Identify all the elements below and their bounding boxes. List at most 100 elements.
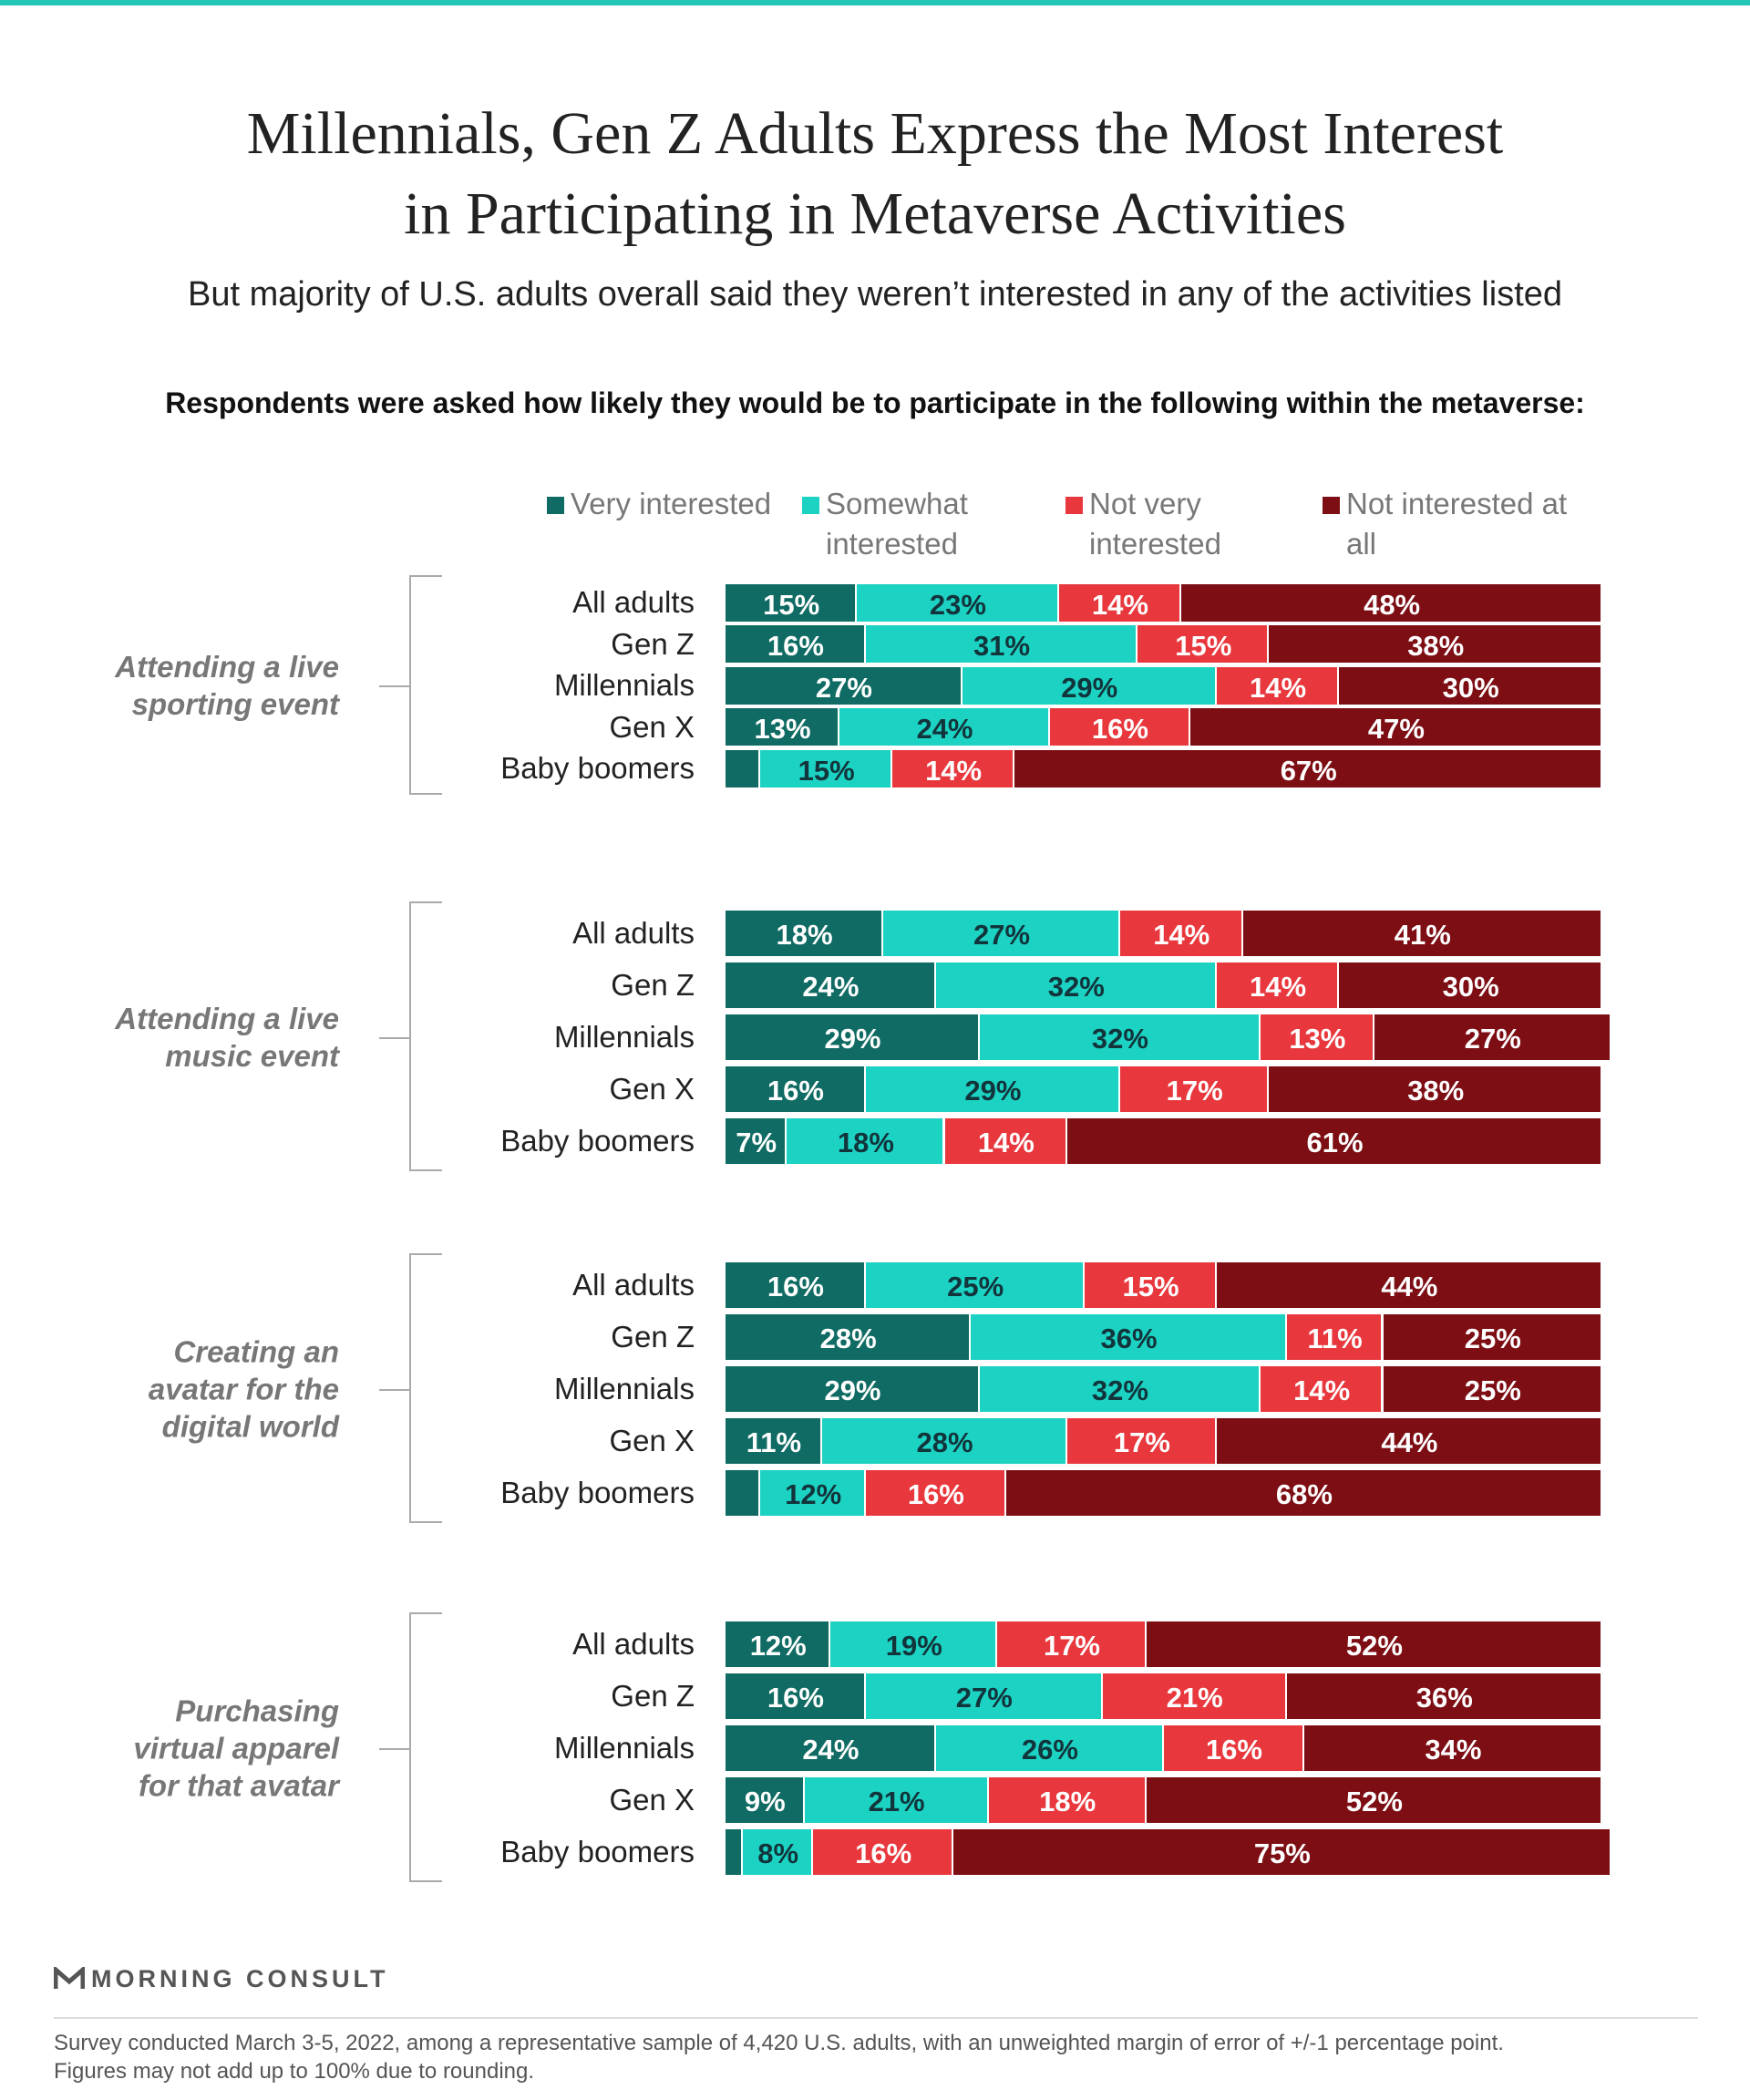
data-label: 36% <box>1100 1323 1158 1354</box>
bar-segment <box>1058 583 1182 622</box>
data-label: 27% <box>955 1682 1013 1714</box>
bracket <box>409 1880 442 1882</box>
bar-segment <box>891 749 1015 788</box>
data-label: 24% <box>802 1734 860 1765</box>
bar-segment <box>865 625 1138 663</box>
bracket <box>409 1169 442 1171</box>
data-label: 29% <box>824 1374 881 1406</box>
bracket <box>409 574 411 793</box>
data-label: 16% <box>855 1838 912 1869</box>
category-label: Gen X <box>609 709 695 744</box>
data-label: 21% <box>868 1786 925 1817</box>
bar-segment <box>726 1673 866 1719</box>
data-label: 15% <box>763 588 820 621</box>
category-label: Baby boomers <box>500 1476 695 1509</box>
data-label: 9% <box>744 1786 786 1817</box>
bar-segment <box>971 1314 1287 1360</box>
bar-segment <box>1102 1673 1287 1719</box>
bar-segment <box>1164 1725 1304 1771</box>
data-label: 41% <box>1394 919 1451 951</box>
data-label: 32% <box>1091 1023 1148 1055</box>
data-label: 11% <box>746 1426 802 1458</box>
data-label: 32% <box>1047 971 1105 1003</box>
data-label: 24% <box>802 971 860 1003</box>
bracket <box>409 901 411 1169</box>
data-label: 27% <box>1464 1023 1521 1055</box>
bar-segment <box>883 911 1120 956</box>
bracket <box>409 1253 411 1521</box>
category-label: All adults <box>572 916 695 950</box>
data-label: 16% <box>1205 1734 1262 1765</box>
data-label: 18% <box>837 1127 894 1158</box>
category-label: Gen Z <box>611 626 695 661</box>
bar-segment <box>1067 1418 1217 1464</box>
data-label: 17% <box>1043 1630 1100 1662</box>
data-label: 14% <box>1250 971 1307 1003</box>
bar-segment <box>935 962 1217 1008</box>
legend-label: Very interested <box>571 487 772 520</box>
bar-segment <box>979 1366 1261 1412</box>
bar-segment <box>1286 1314 1384 1360</box>
bar-segment <box>979 1014 1261 1060</box>
bar-segment <box>953 1829 1611 1875</box>
bar-segment <box>726 666 962 705</box>
data-label: 52% <box>1345 1630 1403 1662</box>
category-label: Gen Z <box>611 1320 695 1354</box>
bracket <box>409 792 442 795</box>
bar-segment <box>726 1418 822 1464</box>
bar-segment <box>726 1118 788 1164</box>
bar-segment <box>962 666 1217 705</box>
data-label: 44% <box>1381 1426 1438 1458</box>
bar-segment <box>1260 1366 1384 1412</box>
bar-segment <box>1242 911 1602 956</box>
data-label: 18% <box>1039 1786 1096 1817</box>
data-label: 18% <box>776 919 833 951</box>
legend-swatch <box>1323 497 1340 514</box>
data-label: 16% <box>907 1478 964 1510</box>
data-label: 31% <box>973 630 1031 662</box>
bar-segment <box>1216 1418 1602 1464</box>
bar-segment <box>944 1118 1068 1164</box>
data-label: 30% <box>1442 971 1499 1003</box>
bar-segment <box>1181 583 1602 622</box>
data-label: 15% <box>798 754 855 787</box>
legend-label: Not very interested <box>1089 487 1221 561</box>
bracket <box>379 1748 410 1750</box>
data-label: 26% <box>1021 1734 1078 1765</box>
bracket <box>409 901 442 903</box>
bracket <box>379 1037 410 1039</box>
question: Respondents were asked how likely they w… <box>165 386 1585 419</box>
category-label: Millennials <box>553 1731 695 1765</box>
category-label: All adults <box>572 585 695 619</box>
bar-segment <box>1260 1014 1374 1060</box>
data-label: 29% <box>824 1023 881 1055</box>
category-label: Gen X <box>609 1424 695 1457</box>
bar-segment <box>1146 1621 1602 1667</box>
panel-label: Attending a live sporting event <box>115 650 339 721</box>
bar-segment <box>865 1262 1086 1308</box>
top-rule <box>0 0 1750 5</box>
bar-segment <box>1269 625 1602 663</box>
bar-segment <box>839 708 1050 746</box>
bar-segment <box>997 1621 1147 1667</box>
bar-segment <box>726 583 858 622</box>
data-label: 27% <box>973 919 1031 951</box>
data-label: 15% <box>1175 630 1232 662</box>
bar-segment <box>1189 708 1602 746</box>
category-label: Millennials <box>553 1372 695 1405</box>
chart-subtitle: But majority of U.S. adults overall said… <box>187 275 1563 314</box>
bar-segment <box>1339 666 1602 705</box>
legend-swatch <box>547 497 564 514</box>
bar-segment <box>726 1014 980 1060</box>
category-label: Baby boomers <box>500 1835 695 1868</box>
data-label: 75% <box>1253 1838 1311 1869</box>
data-label: 29% <box>964 1075 1022 1107</box>
bar-segment <box>1383 1314 1602 1360</box>
data-label: 25% <box>1464 1323 1521 1354</box>
chart-title: Millennials, Gen Z Adults Express the Mo… <box>246 100 1504 247</box>
data-label: 38% <box>1407 630 1465 662</box>
data-label: 21% <box>1166 1682 1223 1714</box>
bar-segment <box>726 1262 866 1308</box>
data-label: 25% <box>947 1271 1004 1302</box>
data-label: 17% <box>1113 1426 1170 1458</box>
